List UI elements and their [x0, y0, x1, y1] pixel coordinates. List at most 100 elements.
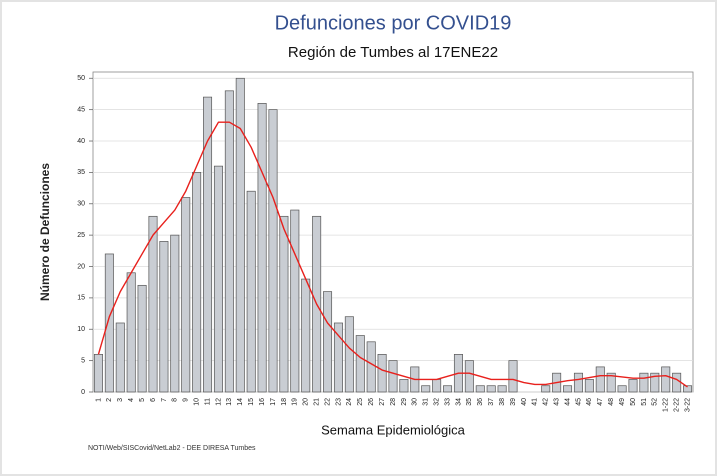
x-tick-label: 25	[357, 398, 364, 406]
x-tick-label: 37	[488, 398, 495, 406]
y-tick-label: 10	[77, 326, 85, 333]
x-tick-label: 52	[652, 398, 659, 406]
bar	[104, 253, 114, 393]
y-tick-label: 35	[77, 169, 85, 176]
bar	[650, 372, 660, 393]
x-tick-label: 33	[444, 398, 451, 406]
bar	[508, 360, 518, 393]
x-tick-label: 5	[139, 398, 146, 402]
bar	[377, 354, 387, 393]
x-tick-label: 36	[477, 398, 484, 406]
x-tick-label: 12	[215, 398, 222, 406]
x-tick-label: 42	[543, 398, 550, 406]
bar	[137, 284, 147, 393]
x-tick-label: 44	[564, 398, 571, 406]
bar	[355, 335, 365, 393]
bar	[639, 372, 649, 393]
x-tick-label: 38	[499, 398, 506, 406]
bar	[399, 379, 409, 393]
x-tick-label: 41	[532, 398, 539, 406]
bar	[486, 385, 496, 393]
bar	[683, 385, 693, 393]
bar	[388, 360, 398, 393]
x-tick-label: 10	[193, 398, 200, 406]
bar	[366, 341, 376, 393]
x-tick-label: 30	[412, 398, 419, 406]
chart-title: Defunciones por COVID19	[275, 12, 512, 34]
bar	[279, 215, 289, 393]
x-tick-label: 51	[641, 398, 648, 406]
y-tick-label: 15	[77, 295, 85, 302]
bar	[192, 172, 202, 393]
x-tick-label: 1-22	[663, 398, 670, 412]
x-tick-label: 15	[248, 398, 255, 406]
bar	[661, 366, 671, 393]
x-tick-label: 9	[183, 398, 190, 402]
x-tick-label: 27	[379, 398, 386, 406]
y-tick-label: 50	[77, 75, 85, 82]
x-tick-label: 4	[128, 398, 135, 402]
source-note: NOTI/Web/SISCovid/NetLab2 - DEE DIRESA T…	[88, 445, 256, 452]
bar	[323, 291, 333, 393]
bar	[203, 96, 213, 393]
x-tick-label: 31	[423, 398, 430, 406]
x-tick-label: 11	[204, 398, 211, 405]
bar	[301, 278, 311, 393]
x-tick-label: 45	[575, 398, 582, 406]
y-tick-label: 30	[77, 201, 85, 208]
bar	[333, 322, 343, 393]
x-tick-label: 8	[172, 398, 179, 402]
bar	[541, 385, 551, 393]
bar	[257, 103, 267, 393]
bar	[563, 385, 573, 393]
x-tick-label: 3	[117, 398, 124, 402]
x-tick-label: 34	[455, 398, 462, 406]
x-tick-label: 21	[313, 398, 320, 406]
x-tick-label: 39	[510, 398, 517, 406]
x-tick-label: 49	[619, 398, 626, 406]
bar	[170, 234, 180, 393]
bar	[606, 372, 616, 393]
y-tick-label: 0	[81, 389, 85, 396]
x-tick-label: 22	[324, 398, 331, 406]
x-tick-label: 13	[226, 398, 233, 406]
bar	[246, 190, 256, 393]
chart-subtitle: Región de Tumbes al 17ENE22	[288, 44, 498, 61]
x-tick-label: 6	[150, 398, 157, 402]
y-tick-label: 5	[81, 357, 85, 364]
x-tick-label: 2-22	[673, 398, 680, 412]
trend-line	[97, 121, 688, 388]
x-tick-label: 20	[303, 398, 310, 406]
x-tick-label: 23	[335, 398, 342, 406]
y-tick-label: 20	[77, 263, 85, 270]
bar	[224, 90, 234, 393]
y-axis-label: Número de Defunciones	[38, 163, 52, 301]
x-tick-label: 3-22	[684, 398, 691, 412]
bar	[573, 372, 583, 393]
y-tick-label: 25	[77, 232, 85, 239]
x-tick-label: 29	[401, 398, 408, 406]
x-tick-label: 50	[630, 398, 637, 406]
bar	[268, 109, 278, 393]
x-tick-label: 46	[586, 398, 593, 406]
x-tick-label: 47	[597, 398, 604, 406]
bar	[159, 241, 169, 393]
bar	[421, 385, 431, 393]
bar	[290, 209, 300, 393]
bar	[93, 354, 103, 393]
bar	[628, 379, 638, 393]
x-tick-label: 14	[237, 398, 244, 406]
x-tick-label: 28	[390, 398, 397, 406]
x-tick-label: 43	[553, 398, 560, 406]
y-tick-label: 45	[77, 106, 85, 113]
bar	[475, 385, 485, 393]
x-tick-label: 24	[346, 398, 353, 406]
bar	[181, 197, 191, 393]
bar	[595, 366, 605, 393]
x-tick-label: 18	[281, 398, 288, 406]
x-tick-label: 19	[292, 398, 299, 406]
x-tick-label: 26	[368, 398, 375, 406]
bar	[213, 165, 223, 393]
bar	[148, 215, 158, 393]
